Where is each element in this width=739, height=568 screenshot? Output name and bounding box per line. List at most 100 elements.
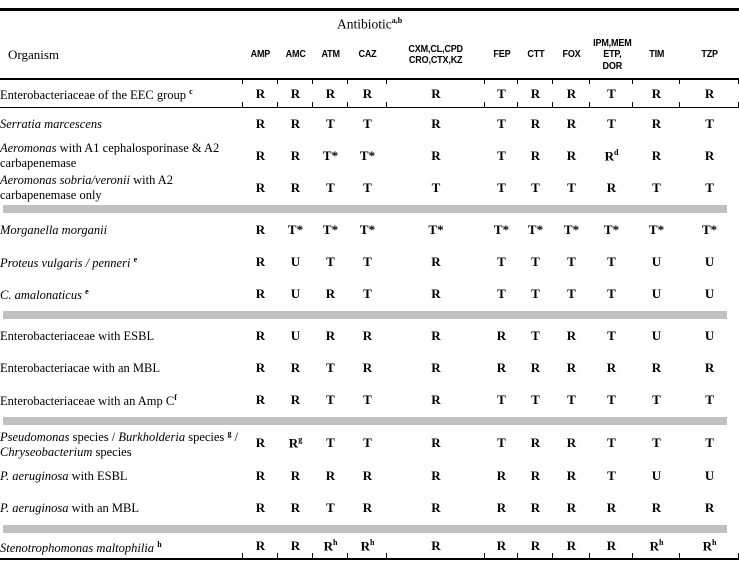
value-cell: R: [518, 80, 553, 108]
column-header-label: CAZ: [358, 48, 377, 61]
value-cell: R: [566, 360, 577, 375]
value-cell: R: [278, 534, 313, 561]
value-cell: T: [497, 435, 506, 451]
organism-name-italic: Pseudomonas: [0, 430, 70, 445]
value-cell: R: [496, 468, 507, 484]
value-cell: R: [530, 435, 541, 451]
column-header-label: TZP: [701, 48, 718, 61]
organism-name-text: species: [92, 445, 132, 460]
value-cell: R: [255, 360, 266, 375]
footnote-superscript: g: [227, 429, 232, 438]
organism-name-italic: P. aeruginosa: [0, 468, 69, 483]
value-cell: R: [325, 328, 336, 343]
value-cell: R: [431, 286, 441, 301]
value-cell: R: [566, 500, 577, 516]
value-cell: T: [326, 500, 335, 516]
value-cell: T: [531, 328, 540, 343]
footnote-superscript: h: [658, 537, 664, 547]
value-cell: R: [290, 360, 301, 375]
value-cell: Rh: [680, 534, 739, 561]
organism-cell: Pseudomonas species / Burkholderia speci…: [0, 426, 243, 460]
section-separator-cell: [0, 416, 739, 426]
organism-name-text: Enterobacteriaceae with an Amp C: [0, 394, 175, 409]
organism-cell: Aeromonas sobria/veronii with A2 carbape…: [0, 172, 243, 204]
value-cell: R: [704, 360, 715, 375]
organism-cell: Enterobacteriaceae with an Amp Cf: [0, 384, 243, 416]
value-cell: R: [290, 392, 301, 407]
column-header-tim: TIM: [633, 35, 680, 80]
value-cell: Rh: [633, 534, 680, 561]
value-cell: T: [531, 392, 540, 407]
value-cell: R: [431, 254, 441, 269]
value-cell: T*: [648, 222, 665, 237]
column-header-label: ATM: [321, 48, 340, 61]
value-cell: R: [496, 328, 507, 343]
value-cell: U: [651, 254, 662, 269]
value-cell: R: [496, 360, 507, 375]
organism-cell: Stenotrophomonas maltophilia h: [0, 534, 243, 561]
value-cell: T: [607, 116, 616, 131]
section-separator-bar: [3, 205, 728, 213]
column-header-caz: CAZ: [348, 35, 387, 80]
section-separator-row: [0, 416, 739, 426]
column-header-label: CXM,CL,CPD CRO,CTX,KZ: [408, 42, 464, 66]
value-cell: R: [553, 80, 590, 108]
table-row: Pseudomonas species / Burkholderia speci…: [0, 426, 739, 460]
value-cell: R: [651, 360, 662, 375]
value-cell: T: [497, 180, 506, 195]
value-cell: T*: [428, 222, 444, 237]
value-cell: R: [431, 500, 441, 516]
column-header-atm: ATM: [313, 35, 348, 80]
value-cell: T: [363, 286, 372, 301]
value-cell: T: [363, 392, 372, 407]
value-cell: R: [431, 360, 441, 375]
organism-cell: P. aeruginosa with ESBL: [0, 460, 243, 492]
value-cell: R: [530, 468, 541, 484]
value-cell: R: [255, 468, 266, 484]
organism-name-italic: Morganella morganii: [0, 222, 108, 237]
value-cell: T: [326, 392, 335, 407]
column-header-amp: AMP: [243, 35, 278, 80]
value-cell: T: [607, 435, 616, 451]
value-cell: R: [530, 116, 541, 131]
footnote-superscript: h: [332, 537, 338, 547]
value-cell: U: [290, 286, 301, 301]
value-cell: T: [567, 180, 576, 195]
value-cell: R: [255, 148, 266, 163]
organism-cell: Serratia marcescens: [0, 108, 243, 140]
value-cell: U: [704, 286, 715, 301]
table-row: Enterobacteriacae with an MBL R R T R R R R R R R R: [0, 352, 739, 384]
value-cell: T: [431, 180, 441, 195]
organism-name-text: Enterobacteriaceae with ESBL: [0, 328, 155, 343]
organism-cell: Enterobacteriaceae with ESBL: [0, 320, 243, 352]
column-header-label: FEP: [492, 48, 511, 61]
organism-name-text: species /: [69, 430, 119, 445]
organism-cell: Enterobacteriaceae of the EEC group c: [0, 80, 243, 108]
organism-cell: C. amalonaticus e: [0, 278, 243, 310]
value-cell: U: [704, 254, 715, 269]
organism-name-text: species: [185, 430, 228, 445]
table-row: P. aeruginosa with ESBL R R R R R R R R T U U: [0, 460, 739, 492]
column-header-label: CTT: [526, 48, 545, 61]
value-cell: R: [566, 468, 577, 484]
value-cell: R: [362, 468, 373, 484]
organism-cell: P. aeruginosa with an MBL: [0, 492, 243, 524]
value-cell: R: [290, 180, 301, 195]
value-cell: T: [607, 392, 616, 407]
value-cell: R: [325, 468, 336, 484]
footnote-superscript: e: [85, 287, 89, 297]
table-title-text: Antibiotic: [336, 16, 392, 32]
value-cell: T: [497, 392, 506, 407]
organism-name-text: with A2 carbapenemase only: [0, 173, 174, 202]
footnote-superscript: c: [189, 86, 193, 96]
organism-name-text: with an MBL: [68, 500, 140, 515]
value-cell: R: [290, 148, 301, 163]
value-cell: T: [652, 180, 661, 195]
table-row: Enterobacteriaceae with an Amp Cf R R T T R T T…: [0, 384, 739, 416]
value-cell: R: [530, 148, 541, 163]
footnote-superscript: e: [133, 255, 138, 265]
value-cell: R: [431, 116, 441, 131]
value-cell: T: [652, 392, 661, 407]
value-cell: T*: [322, 222, 339, 237]
value-cell: R: [313, 80, 348, 108]
